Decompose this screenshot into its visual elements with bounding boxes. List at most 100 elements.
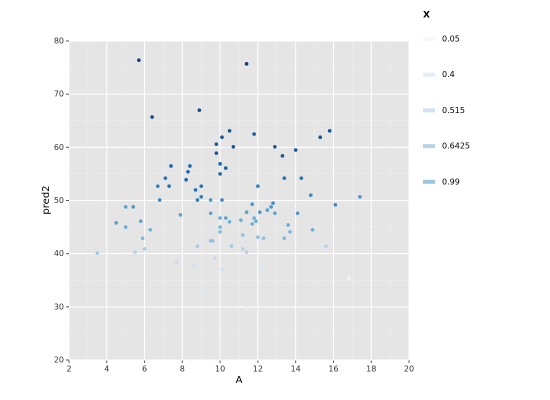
- point: [265, 208, 270, 212]
- point: [269, 205, 273, 209]
- point: [280, 154, 285, 158]
- point: [157, 198, 162, 202]
- point: [195, 244, 200, 249]
- point: [218, 162, 222, 166]
- legend-key: [423, 144, 435, 149]
- point: [95, 251, 100, 255]
- x-tick-label: 20: [404, 365, 414, 374]
- legend-key: [423, 179, 435, 184]
- point: [324, 266, 328, 270]
- point: [167, 184, 171, 188]
- legend-key: [423, 72, 435, 77]
- point: [208, 198, 213, 202]
- point: [188, 164, 192, 168]
- point: [218, 216, 222, 220]
- point: [295, 211, 300, 216]
- x-tick-label: 14: [291, 365, 301, 374]
- point: [184, 177, 188, 182]
- x-tick-label: 10: [215, 365, 225, 374]
- point: [193, 188, 198, 192]
- point: [358, 194, 362, 199]
- point: [174, 260, 179, 264]
- point: [273, 211, 277, 216]
- point: [150, 115, 154, 119]
- point: [223, 216, 228, 220]
- y-tick-label: 80: [54, 37, 64, 46]
- point: [148, 227, 153, 232]
- x-tick-label: 12: [253, 365, 263, 374]
- point: [210, 239, 215, 243]
- point: [254, 219, 258, 224]
- y-tick-label: 60: [54, 143, 64, 152]
- point: [199, 194, 204, 199]
- y-tick-label: 70: [54, 90, 64, 99]
- legend-key: [423, 108, 435, 113]
- point: [169, 164, 173, 168]
- point: [244, 210, 249, 214]
- point: [286, 223, 290, 227]
- point: [346, 276, 351, 280]
- point: [227, 219, 232, 224]
- point: [282, 176, 287, 180]
- point: [214, 151, 219, 155]
- point: [250, 202, 255, 207]
- legend-label: 0.05: [442, 35, 460, 44]
- point: [140, 236, 145, 241]
- legend-key: [423, 37, 435, 41]
- point: [240, 233, 245, 237]
- point: [131, 205, 136, 209]
- x-tick-label: 4: [104, 365, 109, 374]
- point: [282, 236, 287, 241]
- point: [293, 148, 298, 152]
- point: [223, 166, 228, 170]
- x-tick-label: 2: [66, 365, 71, 374]
- point: [324, 244, 328, 249]
- point: [261, 236, 266, 241]
- point: [214, 142, 219, 146]
- point: [220, 198, 224, 202]
- point: [218, 225, 222, 229]
- point: [308, 193, 313, 197]
- point: [252, 216, 256, 220]
- x-tick-label: 6: [142, 365, 147, 374]
- point: [256, 235, 260, 239]
- point: [273, 145, 277, 149]
- legend-label: 0.99: [442, 177, 460, 186]
- y-tick-label: 40: [54, 249, 64, 258]
- point: [114, 221, 119, 225]
- point: [227, 129, 232, 133]
- point: [123, 225, 128, 229]
- y-tick-label: 50: [54, 196, 64, 205]
- point: [318, 135, 323, 140]
- point: [250, 222, 255, 226]
- point: [327, 129, 332, 133]
- point: [155, 184, 160, 188]
- legend-title: X: [423, 11, 430, 21]
- point: [205, 290, 209, 294]
- point: [299, 176, 304, 180]
- point: [310, 227, 315, 232]
- x-tick-label: 18: [366, 365, 376, 374]
- point: [229, 244, 234, 249]
- point: [244, 250, 249, 254]
- point: [256, 184, 260, 188]
- point: [142, 247, 147, 251]
- point: [333, 202, 338, 207]
- x-axis-title: A: [236, 375, 243, 386]
- point: [137, 58, 141, 62]
- legend-label: 0.4: [442, 70, 455, 79]
- point: [138, 219, 143, 224]
- point: [257, 210, 262, 214]
- x-tick-label: 16: [328, 365, 338, 374]
- point: [244, 306, 249, 310]
- point: [212, 256, 217, 260]
- point: [252, 132, 256, 136]
- point: [163, 176, 168, 180]
- point: [220, 267, 224, 271]
- point: [239, 218, 243, 222]
- point: [288, 230, 292, 234]
- point: [271, 201, 275, 205]
- point: [178, 213, 183, 217]
- point: [195, 198, 200, 202]
